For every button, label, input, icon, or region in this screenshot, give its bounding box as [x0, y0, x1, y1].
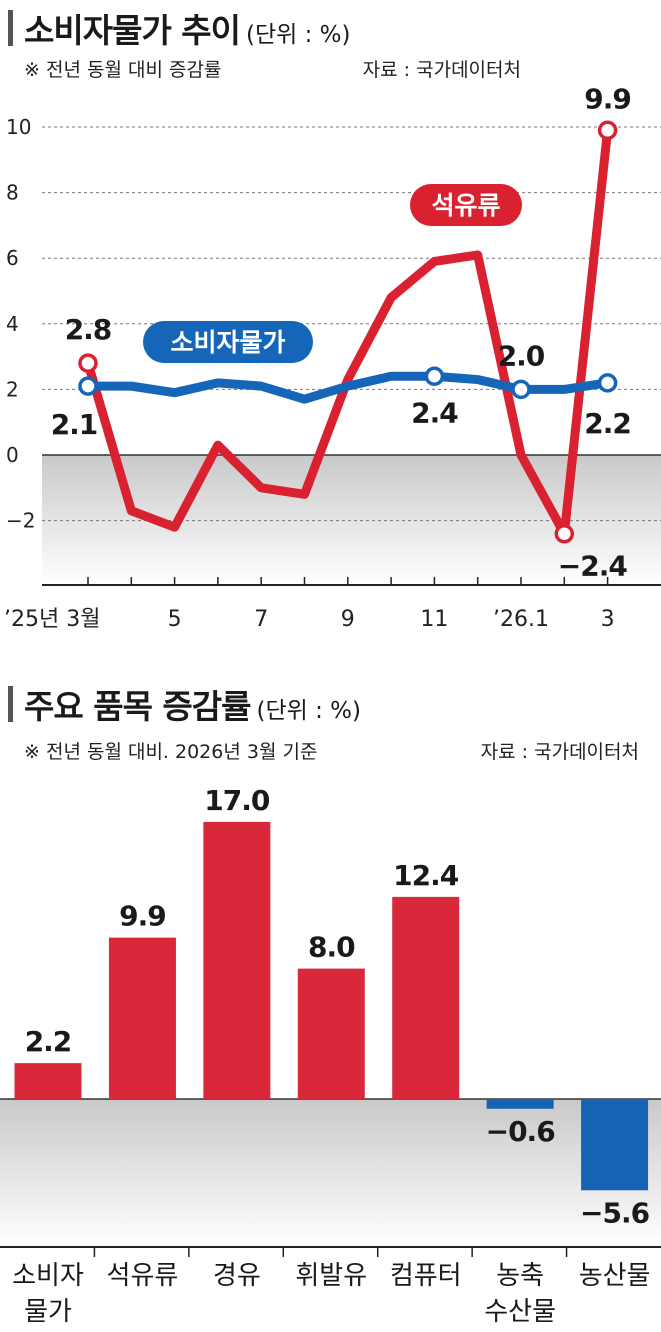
bar-value-label: 9.9: [119, 900, 166, 933]
bar: [486, 1099, 554, 1109]
y-tick-label: 0: [6, 443, 19, 467]
negative-zone: [0, 1099, 661, 1247]
category-label: 수산물: [484, 1297, 556, 1327]
y-tick-label: 10: [6, 115, 31, 139]
y-tick-label: 6: [6, 246, 19, 270]
x-tick-label: ’26.1: [493, 607, 549, 632]
bar-value-label: 17.0: [204, 784, 270, 817]
chart1-title: 소비자물가 추이 (단위 : %): [24, 4, 351, 52]
x-tick-label: ’25년 3월: [4, 607, 100, 632]
chart1-title-bar: [8, 10, 13, 46]
x-tick-label: 3: [601, 607, 615, 632]
data-label: −2.4: [558, 550, 628, 583]
x-tick-label: 9: [341, 607, 355, 632]
chart1-note: ※ 전년 동월 대비 증감률: [24, 59, 222, 81]
bar-value-label: −5.6: [580, 1196, 649, 1229]
cpi-marker: [424, 366, 445, 387]
chart2-note: ※ 전년 동월 대비. 2026년 3월 기준: [24, 741, 318, 763]
line-chart: 10 8 6 4 2 0 −2 ’25년 3월 5 7 9 11 ’26.1 3 2.8 2.1 2.4 2.…: [4, 82, 661, 632]
category-label: 컴퓨터: [390, 1261, 462, 1291]
oil-line: [83, 125, 613, 539]
oil-series-label-text: 석유류: [431, 191, 500, 220]
data-label: 2.0: [498, 339, 545, 372]
oil-marker: [554, 523, 575, 544]
category-label: 소비자: [12, 1261, 84, 1291]
chart2-title-text: 주요 품목 증감률: [24, 687, 251, 726]
chart1-source: 자료 : 국가데이터처: [362, 59, 521, 81]
bar-value-label: −0.6: [486, 1115, 555, 1148]
x-tick-label: 11: [420, 607, 448, 632]
oil-marker: [78, 353, 98, 373]
data-label: 9.9: [584, 82, 631, 115]
x-tick-label: 5: [168, 607, 182, 632]
bar: [297, 968, 365, 1099]
bar-chart: 2.2 9.9 17.0 8.0 12.4 −0.6 −5.6 소비자물가 석유류 경유 휘발유 컴…: [0, 784, 661, 1327]
category-label: 경유: [213, 1261, 261, 1291]
bar: [203, 821, 271, 1099]
chart1-unit: (단위 : %): [246, 22, 351, 48]
x-tick-label: 7: [254, 607, 268, 632]
oil-series-label: 석유류: [410, 184, 522, 226]
y-tick-label: 8: [6, 181, 19, 205]
bar-value-label: 2.2: [25, 1025, 72, 1058]
bar: [581, 1099, 649, 1191]
y-tick-label: 4: [6, 312, 19, 336]
bar: [108, 937, 176, 1099]
category-label: 농축: [496, 1261, 544, 1291]
bar-value-label: 8.0: [308, 931, 355, 964]
y-tick-label: 2: [6, 377, 19, 401]
cpi-series-label-text: 소비자물가: [170, 328, 285, 357]
cpi-series-label-pill: [143, 321, 313, 363]
cpi-marker: [511, 379, 531, 400]
cpi-marker: [78, 376, 98, 396]
chart2-title-bar: [8, 686, 13, 722]
bar: [392, 896, 460, 1099]
data-label: 2.2: [584, 407, 631, 440]
bar-value-label: 12.4: [393, 859, 459, 892]
chart1-title-text: 소비자물가 추이: [24, 11, 241, 50]
category-label: 물가: [24, 1297, 72, 1327]
data-label: 2.8: [65, 313, 112, 346]
chart2-unit: (단위 : %): [256, 698, 362, 724]
data-label: 2.1: [51, 408, 98, 441]
cpi-marker: [597, 373, 618, 393]
category-label: 석유류: [107, 1261, 179, 1291]
category-label: 농산물: [579, 1261, 651, 1291]
chart2-title: 주요 품목 증감률 (단위 : %): [24, 680, 361, 728]
cpi-series-label: 소비자물가: [143, 321, 313, 363]
category-label: 휘발유: [295, 1261, 367, 1291]
oil-series-label-pill: [410, 184, 522, 226]
y-tick-label: −2: [6, 509, 35, 533]
oil-marker: [597, 120, 618, 141]
data-label: 2.4: [411, 396, 458, 429]
bar: [14, 1063, 82, 1099]
chart2-source: 자료 : 국가데이터처: [480, 741, 639, 763]
